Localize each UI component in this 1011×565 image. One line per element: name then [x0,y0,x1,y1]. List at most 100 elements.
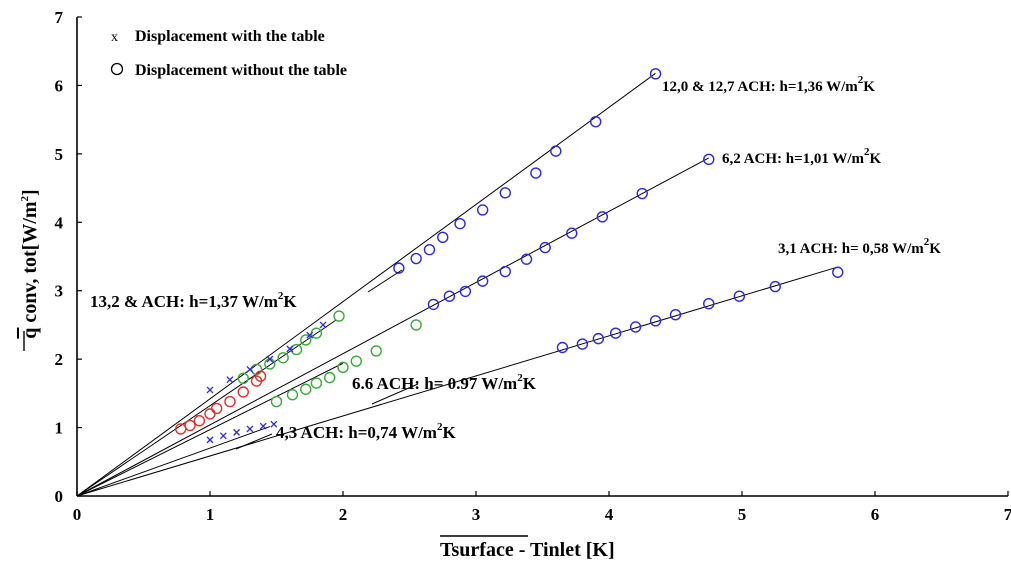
annotation-13-2-ach: 13,2 & ACH: h=1,37 W/m2K [90,290,297,311]
data-point-circle [703,298,715,310]
annotation-6-2-ach: 6,2 ACH: h=1,01 W/m2K [722,146,882,167]
data-point-circle [210,402,223,415]
data-point-circle [254,370,267,382]
data-point-circle [590,115,602,128]
data-point-circle [669,308,682,321]
data-point-circle [410,319,422,331]
annotations: 12,0 & 12,7 ACH: h=1,36 W/m2K 6,2 ACH: h… [90,74,941,450]
x-tick-label: 0 [73,505,82,524]
data-point-circle [459,285,472,298]
fit-line-1 [76,157,709,497]
y-tick-label: 7 [55,8,64,27]
x-tick-label: 6 [871,505,880,524]
leader-6-6 [371,383,419,405]
data-point-x [270,420,278,428]
fit-lines-layer [76,72,836,497]
y-tick-label: 1 [55,419,64,438]
data-point-circle [437,231,449,244]
data-point-circle [629,321,642,333]
data-point-circle [832,266,844,278]
data-point-circle [204,408,216,420]
data-point-circle [454,217,466,230]
data-point-x [266,355,274,363]
data-point-x [259,422,267,430]
fit-line-2 [76,267,836,497]
fit-line-5 [76,426,271,497]
data-point-circle [310,377,323,389]
y-tick-label: 5 [55,145,64,164]
data-point-circle [237,386,249,398]
data-point-x [319,321,327,329]
data-point-circle [649,68,662,80]
data-point-x [219,432,227,440]
data-point-x [246,365,254,373]
data-point-x [233,428,241,436]
data-point-circle [539,241,551,254]
legend-entry-with-table: Displacement with the table [135,28,325,45]
data-point-circle [423,243,436,256]
data-point-circle [370,345,382,357]
data-point-x [206,386,214,394]
y-tick-label: 3 [55,282,64,301]
data-point-circle [556,341,569,354]
y-axis-title: q conv, tot[W/m2] [19,189,41,338]
data-point-circle [224,395,236,408]
x-tick-label: 3 [472,505,481,524]
data-point-circle [237,372,249,385]
y-tick-label: 4 [55,213,64,232]
data-point-circle [609,327,622,339]
data-point-circle [277,352,289,364]
data-point-circle [499,265,511,278]
data-point-circle [410,252,422,265]
data-point-circle [499,187,511,199]
data-point-circle [576,338,589,350]
data-point-x [246,425,254,433]
data-point-circle [520,253,533,265]
x-tick-label: 1 [206,505,215,524]
x-tick-label: 7 [1004,505,1011,524]
data-point-circle [333,310,345,322]
leader-13-2 [367,269,403,293]
data-point-circle [769,280,781,293]
data-point-circle [443,290,456,302]
legend-marker-x: x [111,30,118,45]
legend-entry-without-table: Displacement without the table [135,62,347,79]
data-point-circle [733,290,746,302]
data-point-circle [550,145,562,157]
data-point-circle [566,227,578,239]
data-point-circle [530,167,542,179]
leader-4-3 [235,433,273,450]
data-points-layer [175,68,844,444]
data-point-circle [337,361,349,374]
fit-line-4 [76,362,344,497]
data-point-circle [636,187,648,200]
annotation-3-1-ach: 3,1 ACH: h= 0,58 W/m2K [778,236,941,257]
data-point-circle [703,153,715,166]
data-point-circle [596,211,609,223]
data-point-x [206,436,214,444]
data-point-circle [350,355,362,367]
data-point-circle [270,395,283,408]
data-point-circle [300,383,312,395]
data-point-circle [184,419,196,432]
data-point-circle [300,334,312,346]
data-point-circle [286,389,299,401]
ticks-layer: 0 1 2 3 4 5 6 7 0 1 2 3 4 5 6 7 [55,8,1011,524]
fit-line-3 [76,319,337,497]
annotation-4-3-ach: 4,3 ACH: h=0,74 W/m2K [276,421,456,442]
x-tick-label: 5 [738,505,747,524]
annotation-6-6-ach: 6.6 ACH: h= 0.97 W/m2K [352,372,537,393]
data-point-circle [290,343,303,356]
data-point-circle [393,262,405,274]
data-point-x [226,376,234,384]
y-tick-label: 2 [55,350,64,369]
data-point-circle [427,298,440,311]
legend-marker-circle [110,62,124,76]
y-tick-label: 0 [55,487,64,506]
x-tick-label: 2 [339,505,348,524]
x-axis-title: Tsurface - Tinlet [K] [440,539,615,561]
data-point-circle [476,275,489,287]
legend: x Displacement with the table Displaceme… [110,28,347,79]
